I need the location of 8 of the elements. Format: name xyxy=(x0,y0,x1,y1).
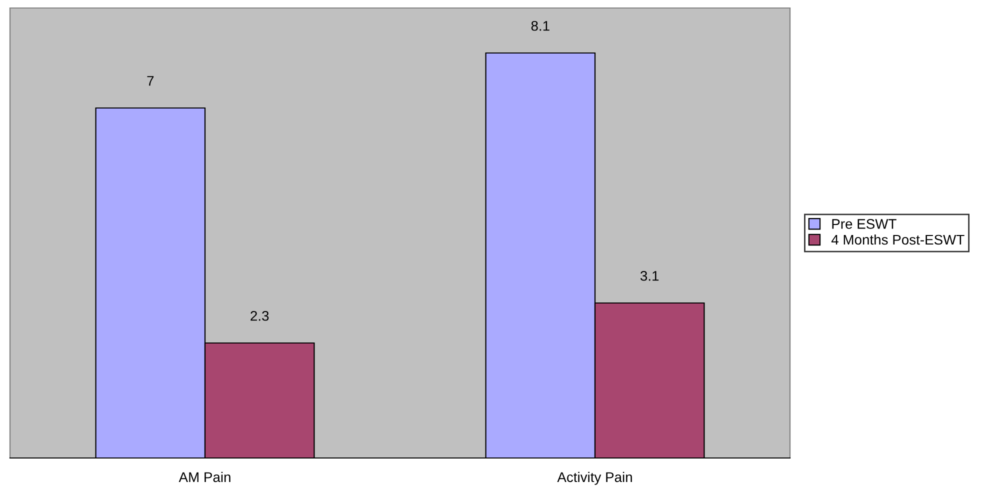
legend-label: 4 Months Post-ESWT xyxy=(831,234,964,245)
data-label: 2.3 xyxy=(250,310,269,321)
data-label: 7 xyxy=(147,76,154,86)
data-label: 3.1 xyxy=(640,270,659,281)
legend-label: Pre ESWT xyxy=(832,219,896,229)
x-tick-label: AM Pain xyxy=(178,472,230,482)
x-tick-label: Activity Pain xyxy=(557,472,632,485)
data-label: 8.1 xyxy=(531,20,550,31)
